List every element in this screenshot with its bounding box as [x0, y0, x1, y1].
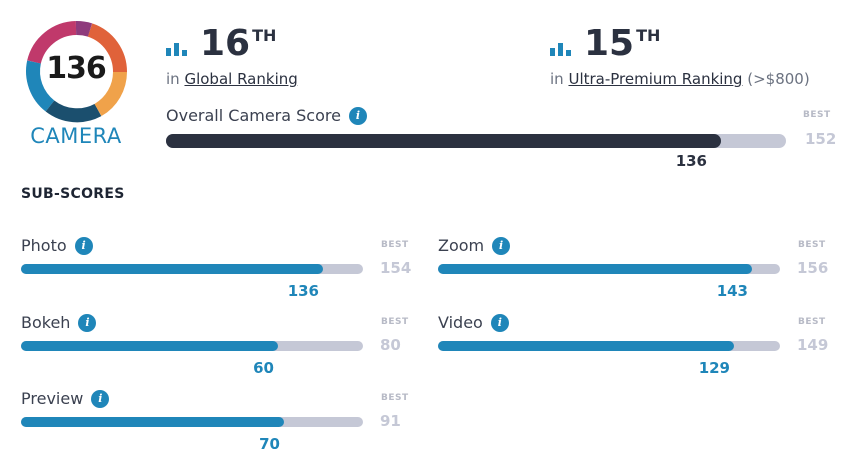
subscore-name: Photo i [21, 236, 93, 255]
info-icon[interactable]: i [492, 236, 511, 255]
subscore-bar [438, 264, 780, 274]
overall-score-text: Overall Camera Score [166, 106, 341, 125]
subscore-label: Video [438, 313, 483, 332]
subscore-bar [21, 417, 363, 427]
subscore-bar [21, 341, 363, 351]
subscore-photo: Photo i BEST 154 136 [21, 236, 411, 306]
ultra-rank-number: 15 [584, 23, 635, 64]
subscore-preview: Preview i BEST 91 70 [21, 389, 411, 459]
info-icon[interactable]: i [348, 106, 367, 125]
subscore-fill [21, 264, 323, 274]
info-icon[interactable]: i [490, 313, 509, 332]
subscore-best-value: 149 [797, 336, 829, 354]
subscore-video: Video i BEST 149 129 [438, 313, 828, 383]
subscore-name: Video i [438, 313, 509, 332]
subscore-bokeh: Bokeh i BEST 80 60 [21, 313, 411, 383]
subscore-best-label: BEST [381, 317, 409, 327]
subscore-best-label: BEST [798, 317, 826, 327]
subscore-bar [21, 264, 363, 274]
ultra-premium-ranking-link[interactable]: Ultra-Premium Ranking [568, 70, 743, 88]
global-rank-number: 16 [200, 23, 251, 64]
overall-score-label: Overall Camera Score i [166, 106, 367, 125]
subscore-best-label: BEST [381, 393, 409, 403]
subscore-value: 129 [698, 359, 730, 377]
subscore-label: Preview [21, 389, 84, 408]
subscore-name: Preview i [21, 389, 110, 408]
subscore-label: Photo [21, 236, 67, 255]
global-rank-suffix: TH [252, 26, 277, 45]
subscore-best-value: 91 [380, 412, 401, 430]
ultra-rank-prefix: in [550, 70, 564, 88]
subscore-label: Zoom [438, 236, 485, 255]
subscore-best-value: 156 [797, 259, 829, 277]
bar-chart-icon [166, 43, 187, 56]
subscore-value: 70 [259, 435, 280, 453]
bar-chart-icon [550, 43, 571, 56]
subscore-bar [438, 341, 780, 351]
subscore-best-value: 80 [380, 336, 401, 354]
subscore-fill [438, 264, 752, 274]
info-icon[interactable]: i [91, 389, 110, 408]
info-icon[interactable]: i [78, 313, 97, 332]
global-rank-prefix: in [166, 70, 180, 88]
camera-score-badge: 136 CAMERA [20, 16, 132, 148]
global-ranking-link[interactable]: Global Ranking [184, 70, 298, 88]
sub-scores-title: SUB-SCORES [21, 186, 125, 202]
badge-label: CAMERA [30, 124, 122, 148]
subscore-fill [21, 341, 278, 351]
overall-best-value: 152 [805, 130, 837, 148]
ultra-rank-suffix: TH [636, 26, 661, 45]
info-icon[interactable]: i [74, 236, 93, 255]
subscore-fill [21, 417, 284, 427]
ultra-rank-extra: (>$800) [747, 70, 810, 88]
ultra-premium-ranking: 15 TH in Ultra-Premium Ranking (>$800) [550, 22, 810, 88]
subscore-fill [438, 341, 734, 351]
subscore-value: 143 [716, 282, 748, 300]
badge-ring-icon [26, 21, 128, 123]
subscore-best-label: BEST [798, 240, 826, 250]
global-ranking: 16 TH in Global Ranking [166, 22, 298, 88]
overall-score-value: 136 [675, 152, 707, 170]
subscore-name: Zoom i [438, 236, 511, 255]
overall-score-bar [166, 134, 786, 148]
subscore-best-label: BEST [381, 240, 409, 250]
overall-best-label: BEST [803, 110, 831, 120]
subscore-label: Bokeh [21, 313, 71, 332]
subscore-zoom: Zoom i BEST 156 143 [438, 236, 828, 306]
subscore-name: Bokeh i [21, 313, 97, 332]
overall-score-fill [166, 134, 721, 148]
subscore-value: 136 [287, 282, 319, 300]
badge-score: 136 [46, 51, 107, 86]
subscore-value: 60 [253, 359, 274, 377]
subscore-best-value: 154 [380, 259, 412, 277]
